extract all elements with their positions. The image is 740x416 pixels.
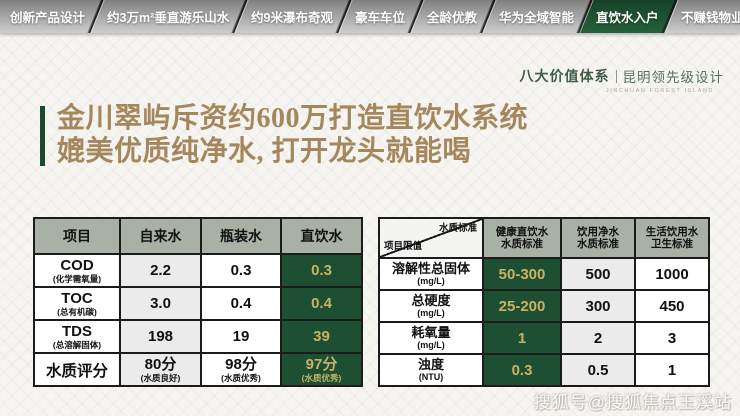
comparison-header-row: 项目 自来水 瓶装水 直饮水: [33, 217, 363, 255]
badge-english-subtitle: JINCHUAN FOREST ISLAND: [605, 88, 714, 94]
toc-direct-value: 0.4: [280, 286, 363, 321]
dissolved-healthy-value: 50-300: [482, 257, 562, 291]
tab-huawei-smart-home[interactable]: 华为全域智能: [482, 0, 591, 33]
brand-badge: 八大价值体系 昆明领先级设计 JINCHUAN FOREST ISLAND: [520, 66, 725, 94]
score-bottled-value: 98分 (水质优秀): [200, 352, 282, 387]
tab-direct-drinking-water[interactable]: 直饮水入户: [579, 0, 676, 33]
tab-all-age-education[interactable]: 全龄优教: [410, 0, 494, 33]
row-label-tds: TDS (总溶解固体): [33, 319, 121, 354]
table-row-toc: TOC (总有机碳) 3.0 0.4 0.4: [33, 286, 363, 321]
toc-bottled-value: 0.4: [200, 286, 282, 321]
header-direct-water: 直饮水: [280, 217, 363, 255]
water-standards-table: 水质标准 项目限值 健康直饮水 水质标准 饮用净水 水质标准 生活饮用水 卫生标…: [378, 217, 710, 387]
turbidity-healthy-value: 0.3: [482, 353, 562, 387]
headline-line2: 媲美优质纯净水, 打开龙头就能喝: [57, 136, 472, 167]
dissolved-domestic-value: 1000: [634, 257, 710, 291]
corner-limit-label: 项目限值: [384, 240, 423, 252]
tab-label: 创新产品设计: [9, 11, 86, 25]
headline-accent-bar: [40, 106, 45, 166]
headline-block: 金川翠屿斥资约600万打造直饮水系统 媲美优质纯净水, 打开龙头就能喝: [40, 102, 528, 168]
oxygen-healthy-value: 1: [482, 321, 562, 355]
headline-text: 金川翠屿斥资约600万打造直饮水系统 媲美优质纯净水, 打开龙头就能喝: [57, 102, 528, 168]
cod-bottled-value: 0.3: [200, 253, 282, 288]
table-row-cod: COD (化学需氧量) 2.2 0.3 0.3: [33, 253, 363, 288]
diagonal-corner-cell: 水质标准 项目限值: [378, 217, 484, 259]
value-tabs-bar: 创新产品设计 约3万m²垂直游乐山水 约9米瀑布奇观 豪车车位 全龄优教 华为全…: [0, 0, 740, 33]
oxygen-purified-value: 2: [560, 321, 636, 355]
headline-line1: 金川翠屿斥资约600万打造直饮水系统: [57, 103, 529, 134]
hardness-domestic-value: 450: [634, 289, 710, 323]
corner-standard-label: 水质标准: [438, 223, 477, 234]
dissolved-purified-value: 500: [560, 257, 636, 291]
row-label-hardness: 总硬度 (mg/L): [378, 289, 484, 323]
tab-label: 直饮水入户: [596, 11, 659, 25]
header-healthy-direct-standard: 健康直饮水 水质标准: [482, 217, 562, 259]
toc-tap-value: 3.0: [119, 286, 202, 321]
turbidity-domestic-value: 1: [634, 353, 710, 387]
row-label-dissolved-solids: 溶解性总固体 (mg/L): [378, 257, 484, 291]
cod-direct-value: 0.3: [280, 253, 363, 288]
tds-tap-value: 198: [119, 319, 202, 354]
standards-header-row: 水质标准 项目限值 健康直饮水 水质标准 饮用净水 水质标准 生活饮用水 卫生标…: [378, 217, 710, 259]
header-tap-water: 自来水: [119, 217, 202, 255]
tab-innovative-product-design[interactable]: 创新产品设计: [0, 0, 102, 33]
sohu-watermark: 搜狐号@搜狐焦点玉溪站: [533, 393, 732, 412]
tab-luxury-parking[interactable]: 豪车车位: [338, 0, 422, 33]
table-row-tds: TDS (总溶解固体) 198 19 39: [33, 319, 363, 354]
tds-direct-value: 39: [280, 319, 363, 354]
tds-bottled-value: 19: [200, 319, 282, 354]
badge-value-system-label: 八大价值体系: [519, 70, 610, 85]
table-row-turbidity: 浊度 (NTU) 0.3 0.5 1: [378, 353, 710, 387]
hardness-purified-value: 300: [560, 289, 636, 323]
oxygen-domestic-value: 3: [634, 321, 710, 355]
header-purified-standard: 饮用净水 水质标准: [560, 217, 636, 259]
row-label-turbidity: 浊度 (NTU): [378, 353, 484, 387]
row-label-score: 水质评分: [33, 352, 121, 387]
tab-label: 全龄优教: [427, 11, 478, 25]
cod-tap-value: 2.2: [119, 253, 202, 288]
table-row-hardness: 总硬度 (mg/L) 25-200 300 450: [378, 289, 710, 323]
turbidity-purified-value: 0.5: [560, 353, 636, 387]
tab-nonprofit-property[interactable]: 不赚钱物业: [664, 0, 740, 33]
score-tap-value: 80分 (水质良好): [119, 352, 202, 387]
score-direct-value: 97分 (水质优秀): [280, 352, 363, 387]
header-domestic-standard: 生活饮用水 卫生标准: [634, 217, 710, 259]
badge-divider: [615, 69, 617, 83]
row-label-cod: COD (化学需氧量): [33, 253, 121, 288]
hardness-healthy-value: 25-200: [482, 289, 562, 323]
tab-waterfall-wonder[interactable]: 约9米瀑布奇观: [234, 0, 350, 33]
tab-label: 豪车车位: [355, 11, 406, 25]
row-label-oxygen: 耗氧量 (mg/L): [378, 321, 484, 355]
tab-label: 不赚钱物业: [680, 11, 740, 25]
header-bottled-water: 瓶装水: [200, 217, 282, 255]
badge-design-label: 昆明领先级设计: [622, 70, 724, 85]
header-item: 项目: [33, 217, 121, 255]
tab-label: 华为全域智能: [499, 11, 575, 25]
row-label-toc: TOC (总有机碳): [33, 286, 121, 321]
table-row-oxygen-consumption: 耗氧量 (mg/L) 1 2 3: [378, 321, 710, 355]
table-row-score: 水质评分 80分 (水质良好) 98分 (水质优秀) 97分 (水质优秀): [33, 352, 363, 387]
tab-label: 约3万m²垂直游乐山水: [107, 11, 230, 25]
tab-label: 约9米瀑布奇观: [251, 11, 334, 25]
tab-vertical-playland[interactable]: 约3万m²垂直游乐山水: [90, 0, 246, 33]
water-comparison-table: 项目 自来水 瓶装水 直饮水 COD (化学需氧量) 2.2 0.3 0.3 T…: [33, 217, 363, 387]
table-row-dissolved-solids: 溶解性总固体 (mg/L) 50-300 500 1000: [378, 257, 710, 291]
